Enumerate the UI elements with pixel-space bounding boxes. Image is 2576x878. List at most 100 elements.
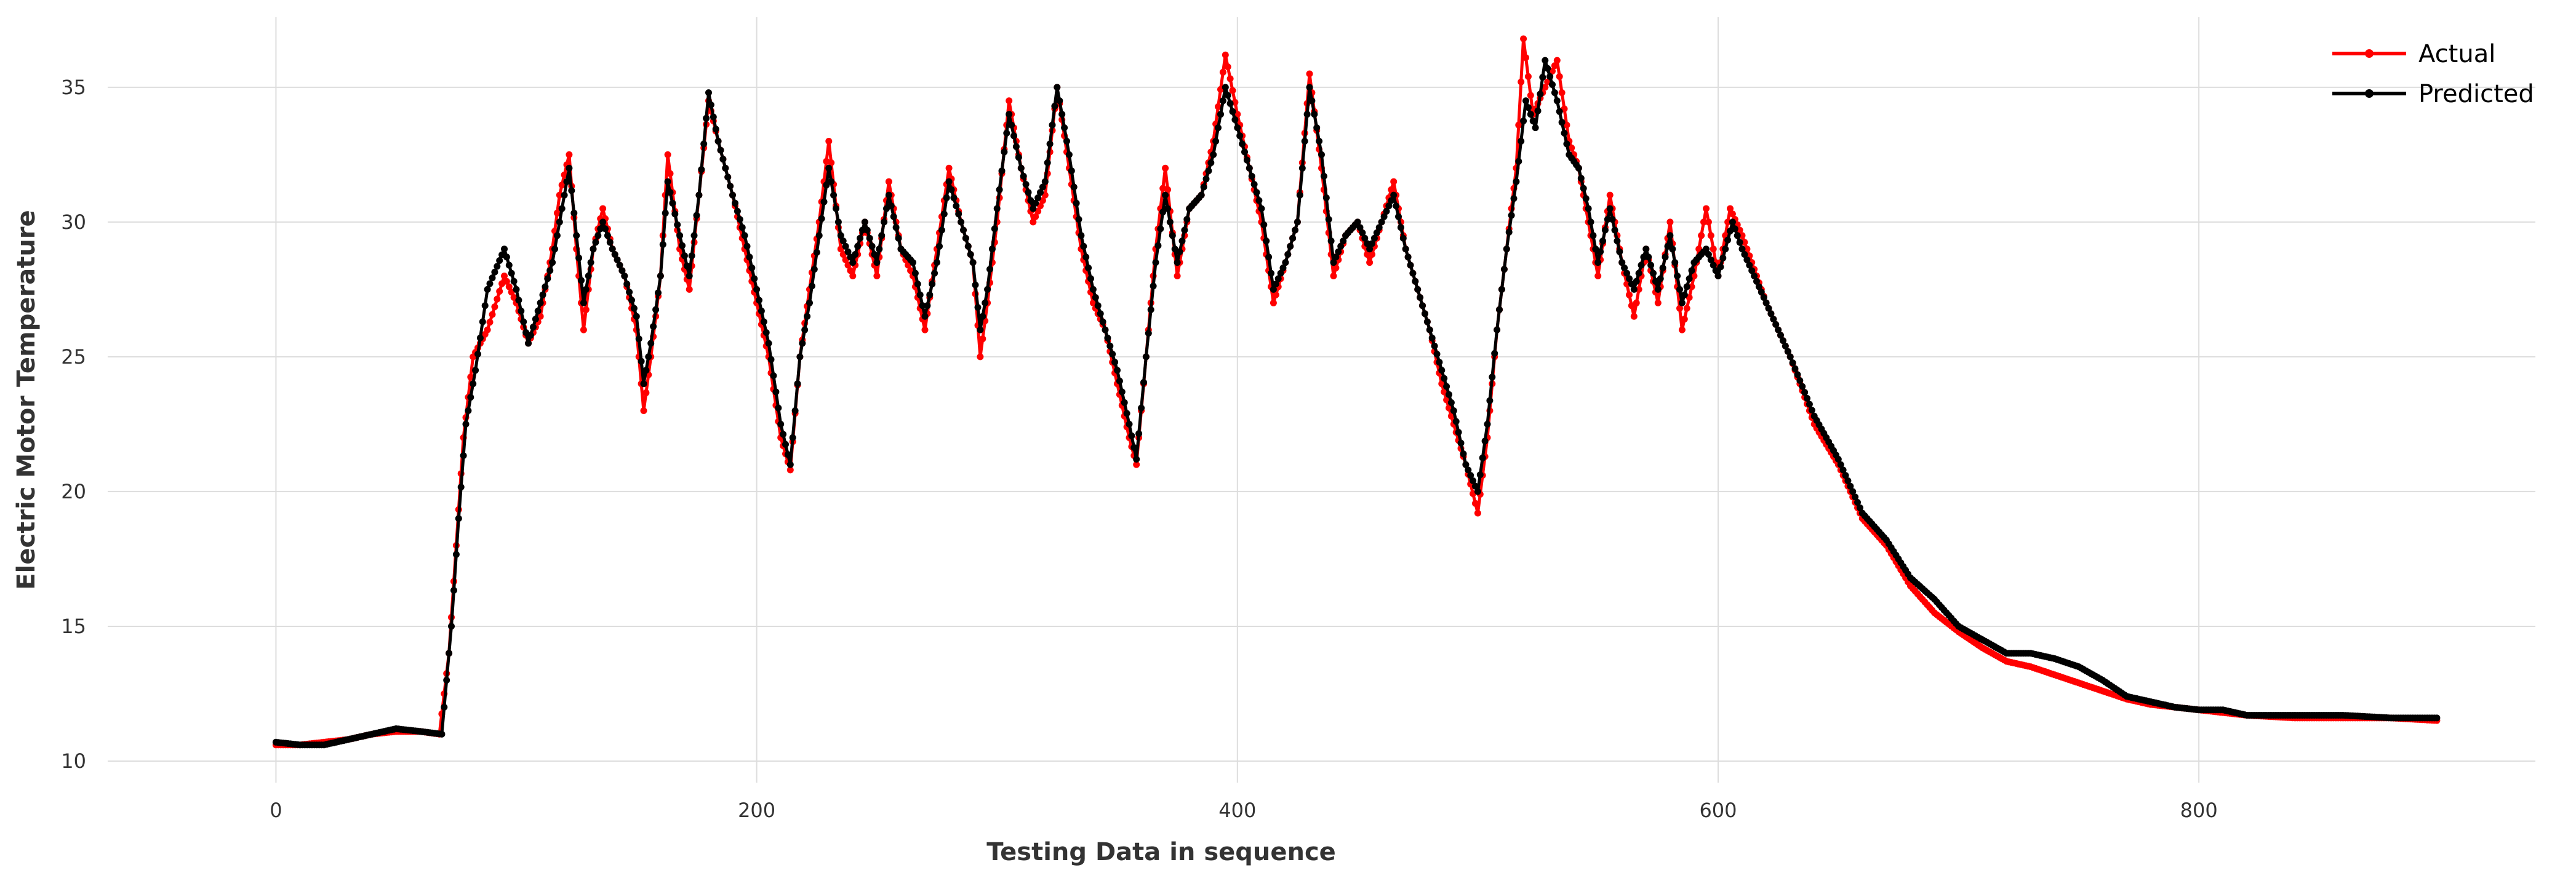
- point-predicted-101: [515, 297, 522, 304]
- point-predicted-480: [1426, 326, 1433, 333]
- point-predicted-519: [1520, 118, 1527, 125]
- point-predicted-575: [1654, 285, 1662, 293]
- point-actual-89: [486, 319, 494, 326]
- point-predicted-606: [1729, 218, 1736, 226]
- point-predicted-177: [698, 166, 705, 173]
- point-predicted-634: [1796, 377, 1804, 384]
- point-predicted-278: [940, 210, 948, 218]
- point-predicted-392: [1215, 124, 1222, 132]
- legend-entry-predicted: Predicted: [2332, 80, 2534, 108]
- point-predicted-576: [1657, 275, 1664, 282]
- point-actual-456: [1369, 251, 1375, 258]
- point-predicted-396: [1224, 92, 1231, 99]
- point-predicted-534: [1556, 108, 1563, 115]
- point-predicted-468: [1397, 224, 1404, 231]
- point-predicted-529: [1544, 65, 1551, 72]
- point-predicted-454: [1364, 240, 1371, 247]
- point-predicted-205: [765, 340, 772, 347]
- x-tick-label-600: 600: [1699, 799, 1737, 822]
- point-predicted-466: [1393, 202, 1400, 210]
- point-predicted-562: [1623, 269, 1631, 277]
- point-actual-518: [1518, 78, 1525, 86]
- point-actual-371: [1164, 186, 1171, 193]
- point-predicted-558: [1614, 237, 1621, 245]
- point-actual-522: [1527, 92, 1534, 99]
- point-predicted-595: [1703, 245, 1710, 253]
- point-predicted-158: [652, 306, 660, 313]
- point-predicted-123: [568, 187, 575, 194]
- point-actual-280: [945, 164, 953, 172]
- point-predicted-344: [1099, 318, 1106, 325]
- point-predicted-318: [1037, 189, 1044, 196]
- point-predicted-321: [1044, 159, 1051, 166]
- point-predicted-342: [1094, 302, 1102, 309]
- point-predicted-586: [1681, 291, 1688, 298]
- point-predicted-551: [1597, 248, 1604, 255]
- point-actual-555: [1606, 191, 1614, 199]
- point-predicted-145: [621, 273, 628, 279]
- x-tick-label-400: 400: [1218, 799, 1256, 822]
- point-predicted-619: [1760, 294, 1767, 301]
- point-predicted-623: [1770, 316, 1777, 323]
- point-predicted-143: [616, 261, 623, 269]
- point-actual-398: [1229, 87, 1236, 94]
- point-predicted-629: [1784, 348, 1791, 355]
- point-predicted-627: [1779, 337, 1786, 345]
- point-actual-90: [489, 311, 496, 318]
- point-predicted-459: [1375, 224, 1383, 231]
- point-actual-416: [1272, 291, 1279, 298]
- point-predicted-377: [1178, 237, 1186, 245]
- point-predicted-624: [1772, 321, 1780, 328]
- point-predicted-473: [1409, 269, 1417, 277]
- point-predicted-183: [712, 126, 719, 133]
- point-predicted-442: [1335, 248, 1342, 255]
- point-predicted-320: [1041, 178, 1049, 185]
- point-actual-92: [494, 295, 501, 303]
- point-predicted-190: [729, 191, 736, 199]
- point-actual-293: [977, 353, 984, 361]
- point-predicted-168: [676, 232, 684, 239]
- point-predicted-284: [955, 210, 962, 218]
- point-predicted-411: [1260, 221, 1268, 228]
- point-predicted-650: [1834, 455, 1842, 463]
- point-predicted-93: [496, 257, 503, 264]
- point-predicted-196: [743, 242, 751, 250]
- point-predicted-296: [984, 285, 991, 293]
- point-predicted-505: [1486, 397, 1494, 404]
- point-predicted-580: [1666, 232, 1674, 239]
- point-predicted-121: [563, 178, 570, 185]
- point-predicted-242: [854, 242, 862, 250]
- point-predicted-414: [1268, 269, 1274, 277]
- point-predicted-379: [1183, 216, 1191, 223]
- point-predicted-493: [1457, 439, 1465, 447]
- point-predicted-89: [486, 280, 494, 287]
- point-predicted-282: [950, 194, 958, 201]
- point-predicted-525: [1534, 107, 1542, 114]
- point-predicted-491: [1452, 418, 1460, 425]
- point-predicted-300: [993, 205, 1001, 212]
- point-predicted-280: [945, 178, 953, 185]
- point-predicted-139: [606, 239, 614, 246]
- point-predicted-502: [1479, 454, 1486, 461]
- point-predicted-490: [1450, 407, 1457, 414]
- point-predicted-351: [1116, 377, 1123, 385]
- point-predicted-335: [1078, 232, 1085, 239]
- point-predicted-405: [1246, 164, 1253, 172]
- point-actual-91: [491, 303, 498, 311]
- point-actual-517: [1515, 121, 1522, 129]
- point-predicted-415: [1270, 285, 1277, 293]
- point-predicted-85: [476, 334, 484, 341]
- point-predicted-248: [868, 242, 876, 250]
- point-predicted-332: [1070, 183, 1078, 191]
- point-predicted-186: [719, 156, 727, 163]
- point-predicted-431: [1308, 97, 1316, 105]
- point-predicted-141: [611, 251, 618, 258]
- point-predicted-102: [518, 308, 525, 314]
- point-predicted-105: [525, 340, 532, 347]
- point-predicted-497: [1467, 472, 1474, 479]
- point-predicted-528: [1542, 57, 1549, 64]
- point-predicted-656: [1849, 488, 1857, 495]
- point-predicted-375: [1174, 259, 1181, 266]
- point-predicted-140: [609, 245, 616, 253]
